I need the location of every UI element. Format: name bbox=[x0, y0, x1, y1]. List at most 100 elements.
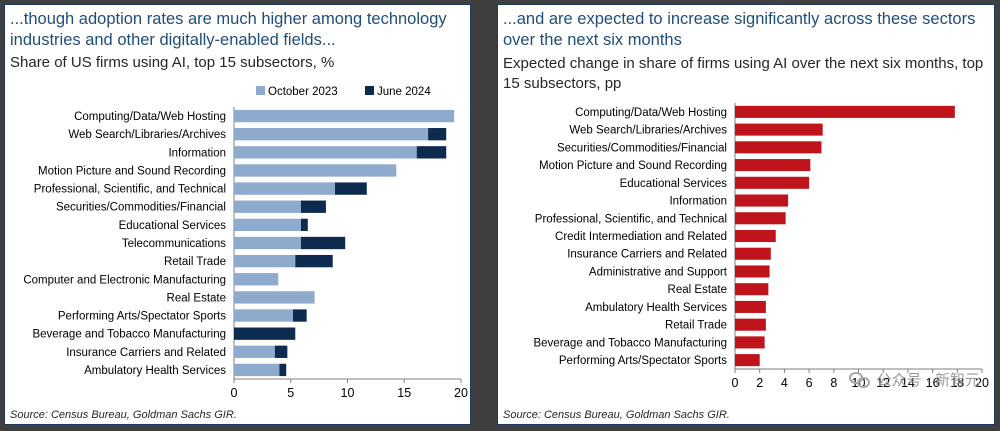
expected-change-bar-chart: Computing/Data/Web Hosting Web Search/Lib… bbox=[533, 103, 989, 390]
bar-october-2023-information bbox=[234, 146, 417, 159]
x-tick-label-6: 6 bbox=[806, 376, 813, 390]
bar-october-2023-computer-and-electronic-manufacturing bbox=[234, 273, 279, 286]
category-label-educational-services: Educational Services bbox=[620, 178, 728, 190]
bar-motion-picture-and-sound-recording bbox=[735, 159, 811, 172]
right-headline: ...and are expected to increase signific… bbox=[503, 10, 976, 49]
x-tick-label-12: 12 bbox=[876, 376, 890, 390]
x-tick-label-0: 0 bbox=[231, 386, 238, 400]
bar-june-2024-beverage-and-tobacco-manufacturing bbox=[234, 327, 296, 340]
bar-performing-arts-spectator-sports bbox=[735, 354, 760, 367]
bar-ambulatory-health-services bbox=[735, 300, 766, 313]
bar-real-estate bbox=[735, 283, 769, 296]
bar-june-2024-securities-commodities-financial bbox=[300, 200, 326, 213]
bar-june-2024-professional-scientific-and-technical bbox=[335, 182, 367, 195]
bar-october-2023-motion-picture-and-sound-recording bbox=[234, 164, 397, 177]
bar-october-2023-web-search-libraries-archives bbox=[234, 128, 429, 141]
category-label-motion-picture-and-sound-recording: Motion Picture and Sound Recording bbox=[539, 160, 727, 172]
category-label-credit-intermediation-and-related: Credit Intermediation and Related bbox=[555, 231, 727, 243]
category-label-performing-arts-spectator-sports: Performing Arts/Spectator Sports bbox=[559, 355, 727, 367]
bar-june-2024-performing-arts-spectator-sports bbox=[293, 309, 307, 322]
x-tick-label-2: 2 bbox=[756, 376, 763, 390]
bar-june-2024-insurance-carriers-and-related bbox=[274, 345, 288, 358]
category-label-motion-picture-and-sound-recording: Motion Picture and Sound Recording bbox=[38, 165, 226, 177]
bar-credit-intermediation-and-related bbox=[735, 229, 776, 243]
adoption-stacked-bar-chart: Computing/Data/Web Hosting Web Search/Lib… bbox=[23, 86, 468, 400]
legend-swatch-june-2024 bbox=[365, 86, 374, 95]
bar-june-2024-web-search-libraries-archives bbox=[428, 128, 447, 141]
bar-educational-services bbox=[735, 176, 810, 189]
bar-securities-commodities-financial bbox=[735, 141, 822, 154]
category-label-web-search-libraries-archives: Web Search/Libraries/Archives bbox=[569, 125, 727, 137]
bar-june-2024-educational-services bbox=[300, 218, 308, 232]
category-label-insurance-carriers-and-related: Insurance Carriers and Related bbox=[66, 347, 226, 359]
bar-october-2023-ambulatory-health-services bbox=[234, 363, 280, 377]
right-source-note: Source: Census Bureau, Goldman Sachs GIR… bbox=[503, 409, 730, 421]
category-label-insurance-carriers-and-related: Insurance Carriers and Related bbox=[567, 249, 727, 261]
bar-professional-scientific-and-technical bbox=[735, 212, 786, 225]
bar-october-2023-telecommunications bbox=[234, 236, 301, 250]
category-label-web-search-libraries-archives: Web Search/Libraries/Archives bbox=[68, 129, 226, 141]
bar-october-2023-performing-arts-spectator-sports bbox=[234, 309, 294, 322]
x-tick-label-15: 15 bbox=[397, 386, 411, 400]
category-label-information: Information bbox=[168, 147, 226, 159]
category-label-beverage-and-tobacco-manufacturing: Beverage and Tobacco Manufacturing bbox=[533, 337, 727, 349]
legend-swatch-october-2023 bbox=[256, 86, 265, 95]
bar-administrative-and-support bbox=[735, 265, 770, 278]
bar-october-2023-securities-commodities-financial bbox=[234, 200, 301, 213]
x-tick-label-5: 5 bbox=[287, 386, 294, 400]
category-label-performing-arts-spectator-sports: Performing Arts/Spectator Sports bbox=[58, 311, 226, 323]
category-label-telecommunications: Telecommunications bbox=[122, 238, 226, 250]
x-tick-label-20: 20 bbox=[454, 386, 468, 400]
x-tick-label-18: 18 bbox=[950, 376, 964, 390]
x-tick-label-4: 4 bbox=[781, 376, 788, 390]
category-label-professional-scientific-and-technical: Professional, Scientific, and Technical bbox=[535, 213, 727, 225]
right-subtitle: Expected change in share of firms using … bbox=[503, 55, 984, 92]
right-chart-panel: ...and are expected to increase signific… bbox=[497, 4, 995, 425]
category-label-beverage-and-tobacco-manufacturing: Beverage and Tobacco Manufacturing bbox=[32, 329, 226, 341]
watermark: 公众号 · 新智元 bbox=[848, 369, 980, 390]
bar-information bbox=[735, 194, 789, 207]
watermark-text: 公众号 · 新智元 bbox=[876, 372, 980, 389]
bar-web-search-libraries-archives bbox=[735, 123, 823, 136]
bar-june-2024-information bbox=[416, 146, 447, 159]
legend-label-october-2023: October 2023 bbox=[268, 86, 338, 98]
category-label-educational-services: Educational Services bbox=[119, 220, 227, 232]
category-label-computer-and-electronic-manufacturing: Computer and Electronic Manufacturing bbox=[23, 274, 226, 286]
left-headline: ...though adoption rates are much higher… bbox=[10, 10, 447, 49]
bar-october-2023-retail-trade bbox=[234, 254, 296, 268]
x-tick-label-14: 14 bbox=[901, 376, 915, 390]
bar-insurance-carriers-and-related bbox=[735, 247, 771, 260]
category-label-ambulatory-health-services: Ambulatory Health Services bbox=[585, 302, 727, 314]
left-chart-panel: ...though adoption rates are much higher… bbox=[4, 4, 471, 425]
bar-beverage-and-tobacco-manufacturing bbox=[735, 336, 765, 349]
x-tick-label-10: 10 bbox=[341, 386, 355, 400]
legend-label-june-2024: June 2024 bbox=[377, 86, 431, 98]
category-label-securities-commodities-financial: Securities/Commodities/Financial bbox=[56, 202, 226, 214]
bar-computing-data-web-hosting bbox=[735, 105, 955, 118]
bar-october-2023-real-estate bbox=[234, 291, 315, 304]
bar-october-2023-insurance-carriers-and-related bbox=[234, 345, 275, 358]
category-label-real-estate: Real Estate bbox=[668, 284, 727, 296]
bar-retail-trade bbox=[735, 318, 766, 331]
bar-october-2023-educational-services bbox=[234, 218, 301, 232]
bar-october-2023-professional-scientific-and-technical bbox=[234, 182, 336, 195]
category-label-computing-data-web-hosting: Computing/Data/Web Hosting bbox=[74, 111, 226, 123]
category-label-computing-data-web-hosting: Computing/Data/Web Hosting bbox=[575, 107, 727, 119]
left-source-note: Source: Census Bureau, Goldman Sachs GIR… bbox=[10, 409, 237, 421]
x-tick-label-16: 16 bbox=[926, 376, 940, 390]
bar-june-2024-ambulatory-health-services bbox=[279, 363, 287, 377]
category-label-administrative-and-support: Administrative and Support bbox=[589, 266, 728, 278]
category-label-ambulatory-health-services: Ambulatory Health Services bbox=[84, 365, 226, 377]
category-label-real-estate: Real Estate bbox=[167, 292, 226, 304]
category-label-information: Information bbox=[669, 196, 727, 208]
bar-october-2023-computing-data-web-hosting bbox=[234, 109, 455, 123]
category-label-professional-scientific-and-technical: Professional, Scientific, and Technical bbox=[34, 184, 226, 196]
category-label-retail-trade: Retail Trade bbox=[164, 256, 226, 268]
left-subtitle: Share of US firms using AI, top 15 subse… bbox=[10, 54, 335, 71]
bar-june-2024-telecommunications bbox=[300, 236, 346, 250]
bar-june-2024-retail-trade bbox=[295, 254, 333, 268]
category-label-securities-commodities-financial: Securities/Commodities/Financial bbox=[557, 142, 727, 154]
x-tick-label-8: 8 bbox=[830, 376, 837, 390]
x-tick-label-20: 20 bbox=[975, 376, 989, 390]
x-tick-label-0: 0 bbox=[732, 376, 739, 390]
